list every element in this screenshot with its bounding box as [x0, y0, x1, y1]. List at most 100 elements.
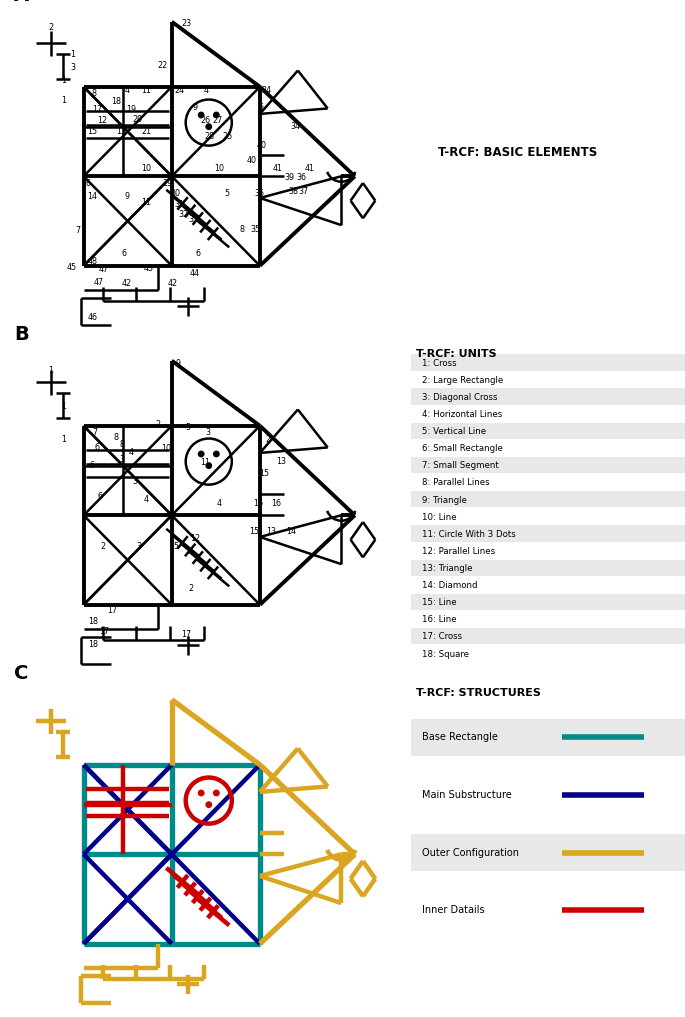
- FancyBboxPatch shape: [411, 457, 685, 473]
- Text: 25: 25: [222, 132, 232, 141]
- Text: 34: 34: [262, 86, 272, 96]
- Text: 32: 32: [179, 210, 189, 219]
- Text: 16: 16: [271, 498, 281, 507]
- Text: 17: 17: [182, 631, 192, 639]
- Text: 17: 17: [107, 606, 117, 614]
- Text: 6: Small Rectangle: 6: Small Rectangle: [422, 444, 503, 454]
- FancyBboxPatch shape: [411, 526, 685, 542]
- FancyBboxPatch shape: [411, 776, 685, 814]
- Text: 4: 4: [143, 494, 149, 503]
- Text: 29: 29: [162, 179, 173, 187]
- Text: 1: 1: [61, 435, 66, 443]
- Text: 5: 5: [186, 423, 190, 431]
- FancyBboxPatch shape: [411, 577, 685, 593]
- Text: 17: Cross: 17: Cross: [422, 633, 462, 642]
- Text: T-RCF: BASIC ELEMENTS: T-RCF: BASIC ELEMENTS: [438, 146, 597, 159]
- Text: 13: 13: [277, 457, 286, 466]
- Text: 15: 15: [87, 127, 97, 136]
- Text: 30: 30: [171, 189, 181, 198]
- Text: 8: Parallel Lines: 8: Parallel Lines: [422, 478, 490, 487]
- Text: 1: 1: [61, 403, 66, 411]
- Text: 10: Line: 10: Line: [422, 513, 457, 522]
- Text: 17: 17: [99, 627, 109, 637]
- Text: 2: 2: [266, 435, 271, 443]
- Text: 15: 15: [249, 527, 260, 536]
- Text: 3: 3: [119, 456, 124, 464]
- Text: 9: 9: [176, 359, 181, 368]
- Text: 15: Line: 15: Line: [422, 598, 457, 607]
- Text: T-RCF: UNITS: T-RCF: UNITS: [416, 349, 497, 359]
- Text: 11: 11: [201, 458, 211, 467]
- Text: 8: 8: [92, 89, 97, 98]
- Circle shape: [199, 112, 204, 118]
- Text: A: A: [14, 0, 29, 5]
- Text: 1: Cross: 1: Cross: [422, 359, 457, 367]
- FancyBboxPatch shape: [411, 834, 685, 872]
- Text: 33: 33: [188, 216, 199, 224]
- FancyBboxPatch shape: [411, 491, 685, 507]
- Text: 13: Triangle: 13: Triangle: [422, 564, 473, 573]
- Text: 38: 38: [289, 187, 299, 195]
- Text: Inner Datails: Inner Datails: [422, 905, 484, 915]
- Text: Main Substructure: Main Substructure: [422, 790, 512, 800]
- Text: 45: 45: [66, 262, 77, 272]
- Text: 10: 10: [161, 444, 171, 454]
- Text: 40: 40: [256, 140, 266, 149]
- Text: 9: 9: [192, 103, 197, 112]
- Text: 4: Horizontal Lines: 4: Horizontal Lines: [422, 410, 502, 419]
- Text: 21: 21: [141, 127, 151, 136]
- Text: C: C: [14, 664, 29, 683]
- Text: T-RCF: STRUCTURES: T-RCF: STRUCTURES: [416, 689, 541, 698]
- Text: 16: 16: [82, 179, 91, 187]
- Text: 46: 46: [88, 313, 98, 321]
- Text: 5: 5: [259, 103, 264, 112]
- Circle shape: [214, 112, 219, 118]
- Text: 11: 11: [141, 86, 151, 96]
- FancyBboxPatch shape: [411, 354, 685, 370]
- Text: 2: 2: [49, 22, 53, 32]
- FancyBboxPatch shape: [411, 559, 685, 576]
- Text: 17: 17: [92, 106, 102, 114]
- Text: 6: 6: [122, 249, 127, 258]
- FancyBboxPatch shape: [411, 892, 685, 929]
- Text: 7: Small Segment: 7: Small Segment: [422, 462, 499, 470]
- Text: 13: 13: [116, 127, 127, 136]
- Text: 43: 43: [144, 264, 153, 273]
- Text: 14: Diamond: 14: Diamond: [422, 581, 477, 590]
- Text: 1: 1: [61, 96, 66, 105]
- Circle shape: [206, 802, 212, 807]
- Text: 47: 47: [99, 265, 109, 275]
- Text: 6: 6: [97, 492, 102, 500]
- FancyBboxPatch shape: [411, 371, 685, 387]
- Text: 10: 10: [141, 164, 151, 173]
- Text: 5: 5: [173, 542, 178, 551]
- Text: 14: 14: [87, 192, 97, 201]
- Text: 9: Triangle: 9: Triangle: [422, 495, 467, 504]
- Text: 24: 24: [175, 86, 185, 96]
- Text: 31: 31: [175, 200, 185, 210]
- Text: 12: 12: [97, 116, 108, 125]
- FancyBboxPatch shape: [411, 611, 685, 627]
- Text: 18: 18: [111, 98, 121, 106]
- Text: 34: 34: [290, 122, 300, 130]
- Text: 36: 36: [297, 173, 307, 182]
- Text: 47: 47: [93, 278, 103, 287]
- Text: 41: 41: [273, 164, 282, 173]
- Text: 37: 37: [298, 187, 308, 195]
- Text: 7: 7: [92, 428, 97, 437]
- Circle shape: [199, 790, 204, 795]
- Text: 3: Diagonal Cross: 3: Diagonal Cross: [422, 393, 497, 402]
- Text: 20: 20: [133, 115, 143, 124]
- Text: 16: Line: 16: Line: [422, 615, 457, 624]
- FancyBboxPatch shape: [411, 719, 685, 756]
- FancyBboxPatch shape: [411, 543, 685, 559]
- Circle shape: [199, 452, 204, 457]
- FancyBboxPatch shape: [411, 423, 685, 439]
- FancyBboxPatch shape: [411, 629, 685, 645]
- Text: 40: 40: [247, 156, 257, 165]
- Text: 18: 18: [88, 616, 98, 625]
- Text: Outer Configuration: Outer Configuration: [422, 847, 519, 857]
- Text: 11: Circle With 3 Dots: 11: Circle With 3 Dots: [422, 530, 516, 539]
- Text: 4: 4: [129, 448, 134, 458]
- Text: 42: 42: [168, 279, 178, 288]
